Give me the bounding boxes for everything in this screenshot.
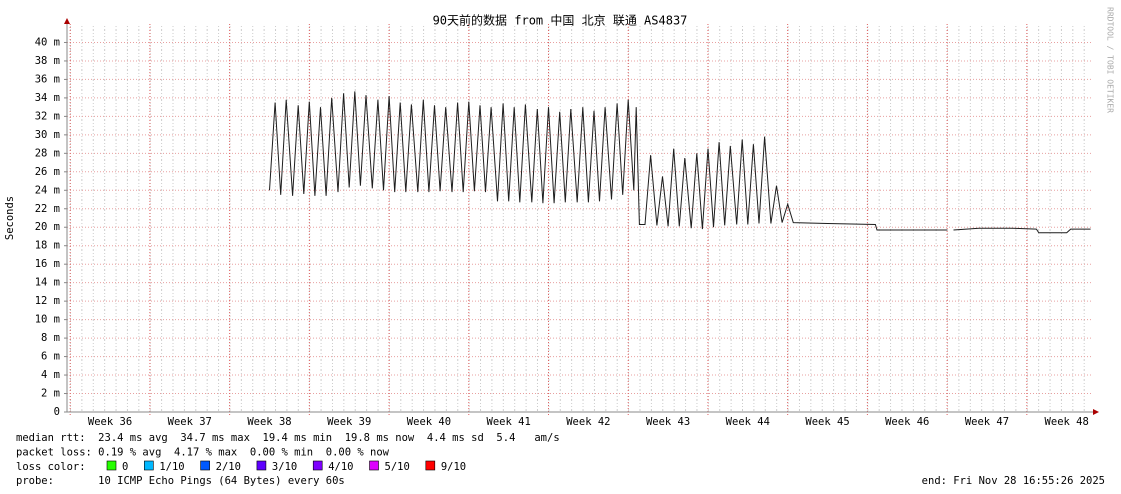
y-tick-label: 14 m [35, 277, 60, 289]
x-tick-label: Week 39 [327, 416, 371, 428]
x-tick-label: Week 41 [487, 416, 531, 428]
chart-title: 90天前的数据 from 中国 北京 联通 AS4837 [433, 13, 688, 28]
y-tick-label: 22 m [35, 203, 60, 215]
y-tick-label: 10 m [35, 314, 60, 326]
end-time: end: Fri Nov 28 16:55:26 2025 [922, 475, 1105, 487]
loss-legend-label: 9/10 [441, 461, 466, 473]
grid: 0 2 m 4 m 6 m 8 m 10 m 12 m 14 m 16 m 18 m 20 m 22 … [35, 24, 1093, 428]
loss-label: loss color: [16, 461, 86, 473]
x-tick-label: Week 43 [646, 416, 690, 428]
x-tick-label: Week 38 [247, 416, 291, 428]
minor-grid [67, 24, 1093, 412]
stats-line: packet loss: 0.19 % avg 4.17 % max 0.00 … [16, 447, 390, 459]
x-tick-label: Week 47 [965, 416, 1009, 428]
y-tick-label: 12 m [35, 295, 60, 307]
loss-swatch [200, 460, 210, 471]
x-tick-label: Week 42 [566, 416, 610, 428]
loss-swatch [312, 460, 323, 471]
y-tick-label: 20 m [35, 221, 60, 233]
loss-legend-label: 3/10 [272, 461, 297, 473]
loss-swatch [256, 460, 267, 471]
y-tick-label: 24 m [35, 184, 60, 196]
y-tick-label: 38 m [35, 55, 60, 67]
loss-swatch [369, 460, 379, 471]
loss-swatch [144, 460, 154, 471]
loss-legend-label: 5/10 [385, 461, 410, 473]
y-tick-label: 2 m [41, 388, 60, 400]
y-tick-label: 8 m [41, 332, 60, 344]
y-tick-label: 26 m [35, 166, 60, 178]
watermark: RRDTOOL / TOBI OETIKER [1106, 7, 1115, 113]
y-tick-label: 0 [54, 406, 60, 418]
y-arrow [64, 18, 70, 24]
x-tick-label: Week 46 [885, 416, 929, 428]
x-tick-label: Week 44 [726, 416, 770, 428]
x-tick-label: Week 48 [1045, 416, 1089, 428]
y-tick-label: 30 m [35, 129, 60, 141]
y-tick-label: 6 m [41, 351, 60, 363]
x-tick-label: Week 45 [805, 416, 849, 428]
y-tick-label: 36 m [35, 73, 60, 85]
loss-legend-label: 1/10 [159, 461, 184, 473]
y-tick-label: 32 m [35, 110, 60, 122]
x-tick-label: Week 37 [168, 416, 212, 428]
probe: probe: 10 ICMP Echo Pings (64 Bytes) eve… [16, 475, 345, 487]
plot [269, 91, 1091, 234]
loss-swatch [425, 460, 436, 471]
loss-legend-label: 4/10 [328, 461, 353, 473]
x-arrow [1093, 409, 1099, 415]
x-tick-label: Week 40 [407, 416, 451, 428]
y-tick-label: 28 m [35, 147, 60, 159]
y-tick-label: 40 m [35, 36, 60, 48]
loss-legend-label: 0 [122, 461, 128, 473]
loss-swatch [106, 460, 117, 471]
y-axis-label: Seconds [4, 196, 16, 240]
x-tick-label: Week 36 [88, 416, 132, 428]
y-tick-label: 34 m [35, 92, 60, 104]
y-tick-label: 18 m [35, 240, 60, 252]
footer: median rtt: 23.4 ms avg 34.7 ms max 19.4… [16, 432, 1105, 487]
y-tick-label: 16 m [35, 258, 60, 270]
stats-line: median rtt: 23.4 ms avg 34.7 ms max 19.4… [16, 432, 560, 444]
y-tick-label: 4 m [41, 369, 60, 381]
median-line [269, 91, 1091, 234]
loss-legend-label: 2/10 [216, 461, 241, 473]
